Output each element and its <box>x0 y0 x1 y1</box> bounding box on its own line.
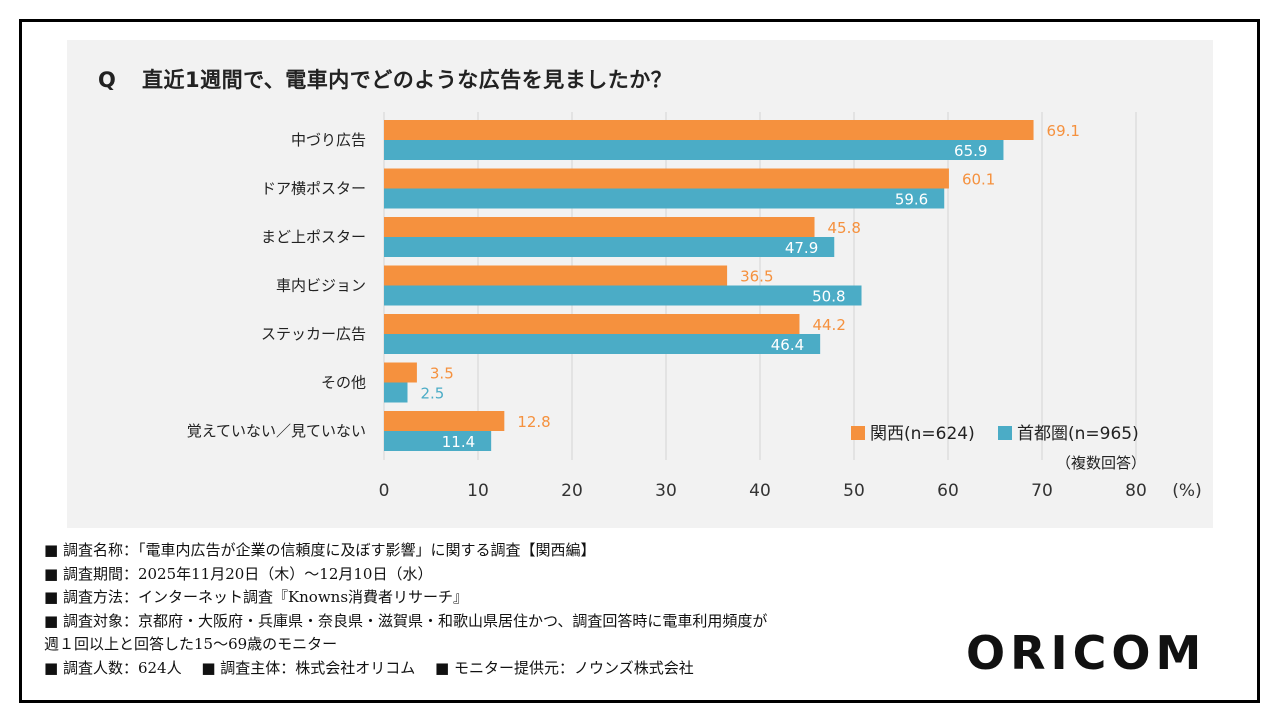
bar-kansai <box>384 411 505 431</box>
bar-shutoken <box>384 237 835 257</box>
x-tick-label: 40 <box>749 481 771 501</box>
outer-frame <box>19 19 1260 703</box>
value-label: 36.5 <box>740 268 773 286</box>
note-line: ■ 調査方法：インターネット調査『Knowns消費者リサーチ』 <box>44 588 469 607</box>
value-label: 50.8 <box>812 288 845 306</box>
value-label: 44.2 <box>812 316 845 334</box>
category-label: 車内ビジョン <box>276 277 366 295</box>
bar-kansai <box>384 265 728 286</box>
bars <box>384 120 1034 451</box>
bar-kansai <box>384 362 417 383</box>
x-tick-label: 10 <box>467 481 489 501</box>
bar-shutoken <box>384 382 408 403</box>
note-line: ■ 調査対象：京都府・大阪府・兵庫県・奈良県・滋賀県・和歌山県居住かつ、調査回答… <box>44 611 768 630</box>
oricom-logo: ORICOM <box>966 626 1207 680</box>
x-tick-label: 70 <box>1031 481 1053 501</box>
legend-label-shutoken: 首都圏(n=965) <box>1017 424 1139 444</box>
value-label: 65.9 <box>954 142 987 160</box>
value-label: 45.8 <box>828 219 861 237</box>
note-line: ■ 調査人数：624人 ■ 調査主体：株式会社オリコム ■ モニター提供元：ノウ… <box>44 658 694 677</box>
x-tick-label: 60 <box>937 481 959 501</box>
x-tick-label: 30 <box>655 481 677 501</box>
bar-kansai <box>384 168 949 189</box>
bar-shutoken <box>384 431 492 451</box>
value-label: 69.1 <box>1047 122 1080 140</box>
category-labels: 中づり広告ドア横ポスターまど上ポスター車内ビジョンステッカー広告その他覚えていな… <box>187 131 366 440</box>
value-label: 59.6 <box>895 191 928 209</box>
bar-shutoken <box>384 140 1004 160</box>
value-label: 3.5 <box>430 365 454 383</box>
bar-kansai <box>384 217 815 237</box>
value-label: 47.9 <box>785 239 818 257</box>
x-tick-label: 50 <box>843 481 865 501</box>
note-line: 週１回以上と回答した15～69歳のモニター <box>44 635 338 654</box>
x-tick-label: 80 <box>1125 481 1147 501</box>
survey-notes: ■ 調査名称：「電車内広告が企業の信頼度に及ぼす影響」に関する調査【関西編】 ■… <box>44 539 767 681</box>
x-unit-label: (%) <box>1172 481 1201 501</box>
category-label: その他 <box>321 374 366 392</box>
value-label: 46.4 <box>771 336 804 354</box>
legend-swatch-shutoken <box>998 426 1012 440</box>
legend: 関西(n=624) 首都圏(n=965) （複数回答） <box>851 424 1146 472</box>
legend-note: （複数回答） <box>1056 454 1146 472</box>
value-label: 12.8 <box>517 413 550 431</box>
bar-kansai <box>384 120 1034 140</box>
question-text: 直近1週間で、電車内でどのような広告を見ましたか？ <box>142 68 673 92</box>
x-tick-label: 0 <box>379 481 390 501</box>
note-line: ■ 調査期間：2025年11月20日（木）～12月10日（水） <box>44 564 433 583</box>
x-tick-labels: 0 10 20 30 40 50 60 70 80 (%) <box>379 481 1202 501</box>
value-labels: 69.1 65.9 60.1 59.6 45.8 47.9 36.5 50.8 44.2 46.4… <box>421 122 1080 451</box>
question-prefix: Q <box>98 68 117 92</box>
legend-label-kansai: 関西(n=624) <box>870 424 975 444</box>
category-label: まど上ポスター <box>261 228 366 246</box>
bar-shutoken <box>384 285 862 306</box>
bar-shutoken <box>384 188 945 209</box>
legend-swatch-kansai <box>851 426 865 440</box>
category-label: ステッカー広告 <box>261 325 366 343</box>
value-label: 11.4 <box>442 433 475 451</box>
bar-shutoken <box>384 334 821 354</box>
category-label: 覚えていない／見ていない <box>187 422 366 440</box>
bar-kansai <box>384 314 800 334</box>
category-label: ドア横ポスター <box>261 180 366 198</box>
note-line: ■ 調査名称：「電車内広告が企業の信頼度に及ぼす影響」に関する調査【関西編】 <box>44 541 596 559</box>
x-tick-label: 20 <box>561 481 583 501</box>
value-label: 60.1 <box>962 171 995 189</box>
question-title: Q 直近1週間で、電車内でどのような広告を見ましたか？ <box>98 64 672 94</box>
category-label: 中づり広告 <box>291 131 366 149</box>
value-label: 2.5 <box>421 385 445 403</box>
